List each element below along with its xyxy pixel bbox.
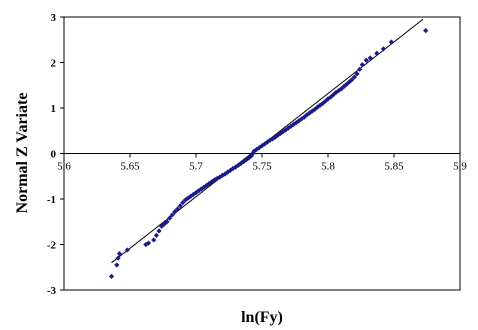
data-point: [283, 127, 289, 133]
data-point: [296, 118, 302, 124]
data-point: [169, 212, 175, 218]
data-point: [423, 28, 429, 34]
data-point: [174, 206, 181, 212]
data-point: [351, 74, 357, 80]
x-tick-label: 5.7: [189, 161, 203, 173]
data-point: [388, 39, 394, 45]
data-point: [363, 57, 369, 63]
data-point: [275, 132, 281, 138]
data-point: [145, 240, 152, 246]
data-point: [264, 139, 270, 145]
x-tick-label: 5.75: [252, 161, 272, 173]
x-axis-title: ln(Fy): [241, 309, 283, 326]
data-point: [328, 94, 334, 100]
data-point: [108, 273, 115, 279]
y-tick-label: 3: [51, 12, 57, 24]
data-point: [151, 237, 157, 243]
x-tick-label: 5.9: [453, 161, 467, 173]
y-tick-label: 0: [51, 149, 57, 161]
data-point: [320, 100, 326, 107]
data-point: [338, 86, 344, 92]
data-point: [322, 98, 328, 104]
data-point: [288, 123, 294, 129]
data-point: [124, 247, 130, 253]
y-tick-label: 2: [51, 58, 57, 70]
data-point: [301, 114, 307, 120]
x-tick-label: 5.8: [321, 161, 335, 173]
data-point: [357, 66, 363, 72]
y-tick-label: -2: [47, 240, 57, 252]
data-point: [114, 262, 120, 268]
data-point: [285, 125, 291, 131]
data-point: [254, 146, 260, 153]
y-tick-label: -1: [47, 194, 56, 206]
data-point: [180, 200, 186, 206]
data-point: [367, 55, 373, 61]
y-tick-label: 1: [51, 103, 57, 115]
x-tick-label: 5.65: [120, 161, 140, 173]
data-point: [167, 215, 173, 221]
data-point: [380, 46, 387, 52]
data-point: [256, 144, 262, 151]
data-point: [354, 71, 360, 77]
data-point: [359, 62, 365, 68]
data-point: [330, 92, 336, 98]
data-point: [312, 106, 318, 112]
x-tick-label: 5.6: [57, 161, 71, 173]
data-point: [374, 50, 380, 56]
y-tick-label: -3: [47, 285, 57, 297]
y-axis-title: Normal Z Variate: [14, 93, 31, 214]
data-point: [177, 203, 183, 209]
data-point: [116, 251, 123, 257]
data-point: [341, 84, 347, 90]
data-point: [164, 219, 170, 225]
x-tick-label: 5.85: [384, 161, 404, 173]
data-point: [115, 255, 121, 261]
data-point: [299, 116, 305, 122]
data-point: [333, 89, 339, 96]
data-point: [156, 228, 162, 234]
data-point: [309, 108, 315, 114]
data-point: [306, 110, 313, 116]
data-point: [349, 77, 355, 83]
data-point: [172, 209, 178, 215]
data-point: [317, 102, 323, 108]
data-point: [153, 232, 159, 238]
